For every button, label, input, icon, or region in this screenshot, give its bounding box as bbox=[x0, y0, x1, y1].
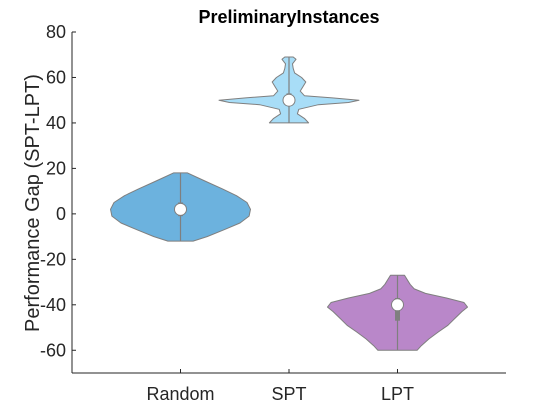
x-tick-label-random: Random bbox=[146, 384, 214, 404]
violins-group bbox=[110, 56, 468, 351]
y-tick-label: 40 bbox=[46, 113, 66, 133]
y-tick-label: 20 bbox=[46, 158, 66, 178]
median-marker-random bbox=[174, 202, 187, 216]
y-tick-label: 60 bbox=[46, 67, 66, 87]
y-axis-label: Performance Gap (SPT-LPT) bbox=[22, 74, 44, 332]
x-tick-label-lpt: LPT bbox=[381, 384, 414, 404]
y-tick-label: -20 bbox=[40, 249, 66, 269]
median-marker-spt bbox=[282, 93, 296, 107]
x-tick-label-spt: SPT bbox=[271, 384, 306, 404]
axes-group: -60 -40 -20 0 20 40 60 80 Random SPT LPT bbox=[40, 22, 506, 404]
y-tick-label: -40 bbox=[40, 295, 66, 315]
y-tick-label: -60 bbox=[40, 340, 66, 360]
median-marker-lpt bbox=[391, 298, 404, 312]
y-tick-label: 0 bbox=[56, 204, 66, 224]
chart-title: PreliminaryInstances bbox=[198, 7, 379, 27]
y-tick-label: 80 bbox=[46, 22, 66, 42]
